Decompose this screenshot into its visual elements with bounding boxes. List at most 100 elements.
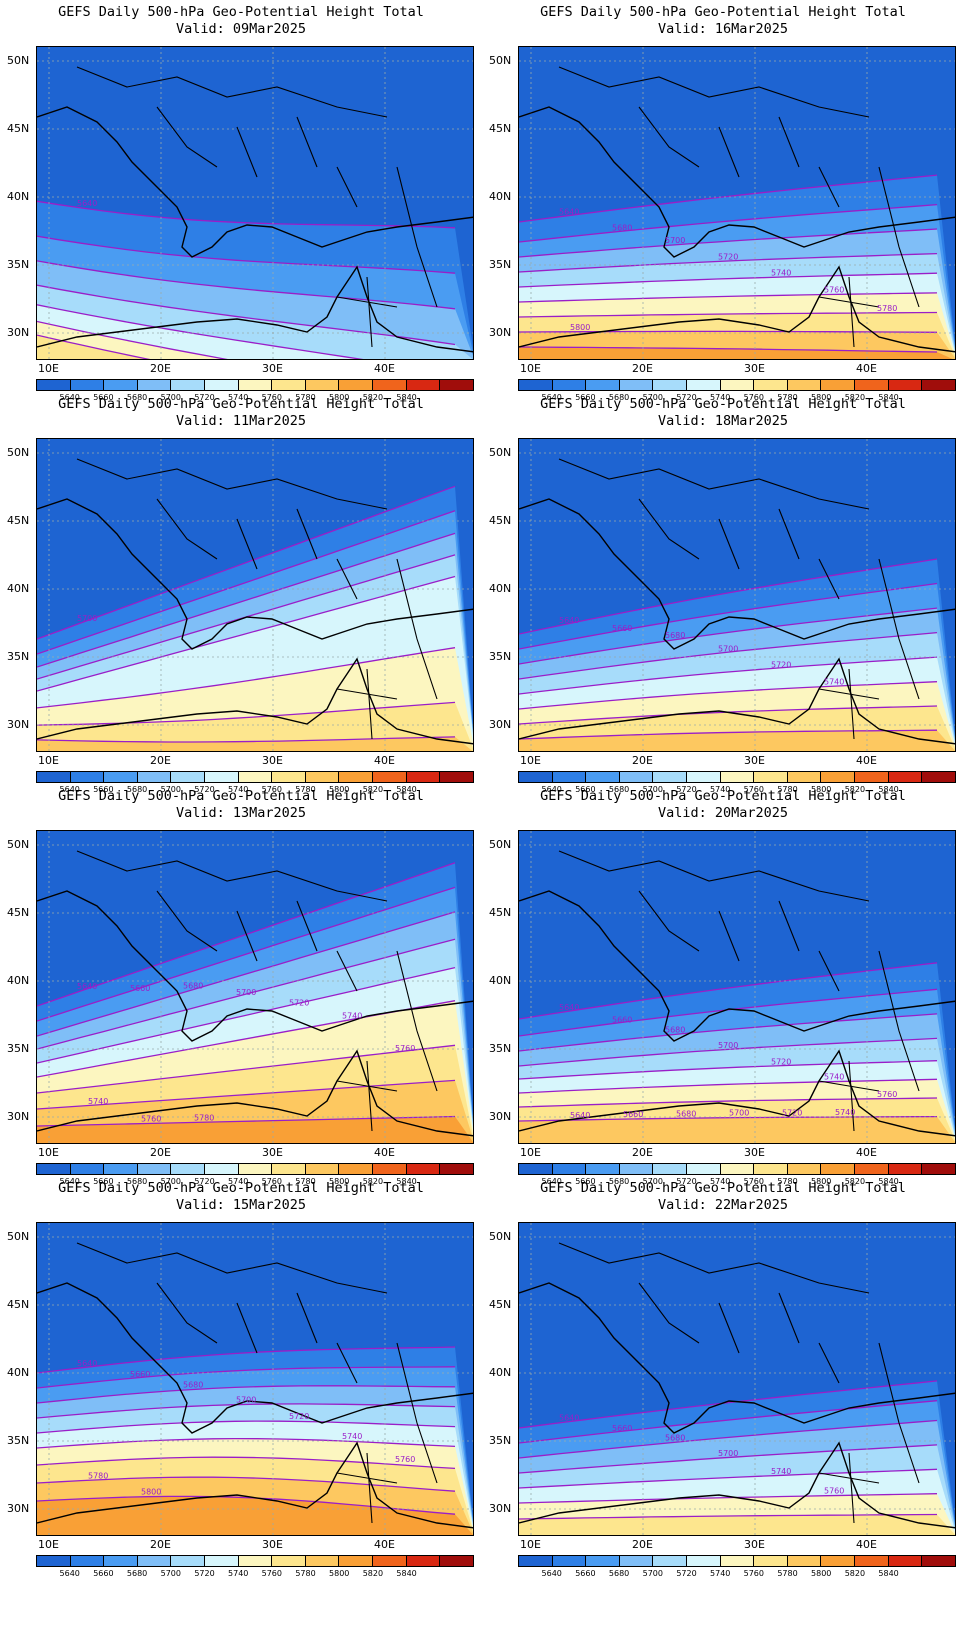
colorbar-swatch — [888, 772, 923, 782]
longitude-label: 20E — [632, 1538, 653, 1551]
colorbar-swatch — [137, 1164, 172, 1174]
contour-label: 5640 — [559, 207, 579, 216]
colorbar-tick-label: 5660 — [93, 1569, 114, 1578]
map-panel: GEFS Daily 500-hPa Geo-Potential Height … — [482, 784, 964, 1194]
colorbar-swatch — [888, 1164, 923, 1174]
longitude-label: 20E — [150, 362, 171, 375]
colorbar-swatch — [238, 1164, 273, 1174]
map-area: 5640 5660 5680 5700 5720 5740 5760 5740 5760 5780 — [36, 830, 474, 1144]
colorbar-swatch — [922, 380, 955, 390]
panel-title: GEFS Daily 500-hPa Geo-Potential Height … — [540, 788, 906, 804]
colorbar-swatch — [552, 1556, 587, 1566]
contour-label: 5780 — [194, 1114, 214, 1123]
coastline — [37, 106, 473, 258]
colorbar-tick-label: 5680 — [126, 393, 148, 402]
colorbar-swatch — [619, 380, 654, 390]
colorbar-swatch — [104, 1556, 138, 1566]
colorbar-swatch — [687, 380, 721, 390]
colorbar-tick-label: 5660 — [575, 393, 596, 402]
contour-label: 5800 — [141, 1488, 161, 1497]
colorbar-tick-label: 5840 — [878, 1177, 899, 1186]
map-panel: GEFS Daily 500-hPa Geo-Potential Height … — [0, 392, 482, 802]
colorbar-swatch — [137, 772, 172, 782]
colorbar-swatch — [37, 1164, 71, 1174]
height-field: 5640 5660 5680 5700 5720 5740 5760 5740 5760 5780 — [37, 831, 473, 1143]
contour-line — [519, 346, 938, 353]
fill-band — [519, 1514, 955, 1535]
map-area: 5640 5660 5680 5700 5720 5740 — [518, 438, 956, 752]
latitude-label: 30N — [489, 326, 512, 339]
panel-title: GEFS Daily 500-hPa Geo-Potential Height … — [540, 1180, 906, 1196]
contour-label: 5720 — [718, 253, 738, 262]
colorbar-swatch — [687, 1164, 721, 1174]
latitude-label: 40N — [7, 582, 30, 595]
colorbar-swatch — [70, 1164, 105, 1174]
colorbar-swatch — [821, 380, 856, 390]
latitude-label: 45N — [489, 514, 512, 527]
colorbar-swatch — [922, 1556, 955, 1566]
colorbar-swatch — [406, 1556, 441, 1566]
colorbar-tick-label: 5820 — [362, 785, 384, 794]
colorbar-swatch — [238, 772, 273, 782]
contour-label: 5640 — [559, 616, 579, 625]
contour-line — [37, 886, 456, 1022]
colorbar-swatch — [171, 1556, 206, 1566]
contour-label: 5680 — [183, 981, 203, 990]
colorbar-tick-label: 5720 — [194, 1177, 215, 1186]
contour-label: 5720 — [782, 1108, 802, 1117]
contour-line — [37, 1495, 456, 1515]
map-panel: GEFS Daily 500-hPa Geo-Potential Height … — [482, 0, 964, 410]
colorbar-tick-label: 5740 — [228, 1569, 249, 1578]
colorbar-swatch — [272, 772, 306, 782]
longitude-label: 20E — [632, 754, 653, 767]
colorbar-swatch — [754, 1556, 788, 1566]
contour-line — [519, 272, 938, 288]
contour-line — [519, 252, 938, 273]
longitude-label: 30E — [744, 1538, 765, 1551]
colorbar-swatch — [440, 772, 473, 782]
contour-line — [37, 1366, 456, 1389]
fill-band — [37, 1116, 473, 1143]
colorbar-tick-label: 5820 — [362, 1177, 384, 1186]
contour-line — [37, 701, 456, 726]
colorbar-swatch — [70, 772, 105, 782]
contour-label: 5720 — [289, 1412, 309, 1421]
height-field: 5640 5660 5680 5700 5720 5740 — [519, 439, 955, 751]
longitude-label: 20E — [150, 1146, 171, 1159]
colorbar-swatch — [552, 772, 587, 782]
colorbar-tick-label: 5700 — [160, 785, 181, 794]
contour-label: 5700 — [665, 236, 685, 245]
map-panel: GEFS Daily 500-hPa Geo-Potential Height … — [0, 0, 482, 410]
coastline — [519, 1282, 955, 1434]
colorbar-swatch — [552, 380, 587, 390]
colorbar-tick-label: 5720 — [194, 393, 215, 402]
contour-label: 5660 — [130, 984, 150, 993]
colorbar-swatch — [787, 380, 822, 390]
colorbar-tick-label: 5640 — [541, 1569, 562, 1578]
longitude-label: 40E — [856, 1146, 877, 1159]
colorbar — [36, 771, 474, 783]
colorbar-swatch — [339, 1556, 374, 1566]
longitude-label: 20E — [150, 754, 171, 767]
longitude-label: 20E — [150, 1538, 171, 1551]
colorbar-swatch — [440, 1556, 473, 1566]
contour-line — [37, 1079, 456, 1110]
colorbar-swatch — [888, 380, 923, 390]
contour-label: 5700 — [77, 614, 97, 623]
colorbar-tick-label: 5660 — [93, 393, 114, 402]
country-borders — [558, 1242, 920, 1524]
colorbar-tick-label: 5720 — [676, 1177, 697, 1186]
colorbar-swatch — [754, 1164, 788, 1174]
colorbar-tick-label: 5760 — [743, 393, 764, 402]
panel-title: GEFS Daily 500-hPa Geo-Potential Height … — [58, 396, 424, 412]
longitude-label: 10E — [38, 1146, 59, 1159]
colorbar-tick-label: 5780 — [777, 785, 798, 794]
latitude-label: 50N — [7, 54, 30, 67]
colorbar-tick-label: 5820 — [844, 1569, 866, 1578]
colorbar-tick-label: 5700 — [642, 1569, 663, 1578]
contour-label: 5720 — [289, 999, 309, 1008]
contour-label: 5740 — [835, 1108, 855, 1117]
panel-valid-date: Valid: 18Mar2025 — [657, 413, 789, 429]
colorbar-tick-label: 5820 — [844, 1177, 866, 1186]
colorbar-swatch — [205, 1164, 239, 1174]
